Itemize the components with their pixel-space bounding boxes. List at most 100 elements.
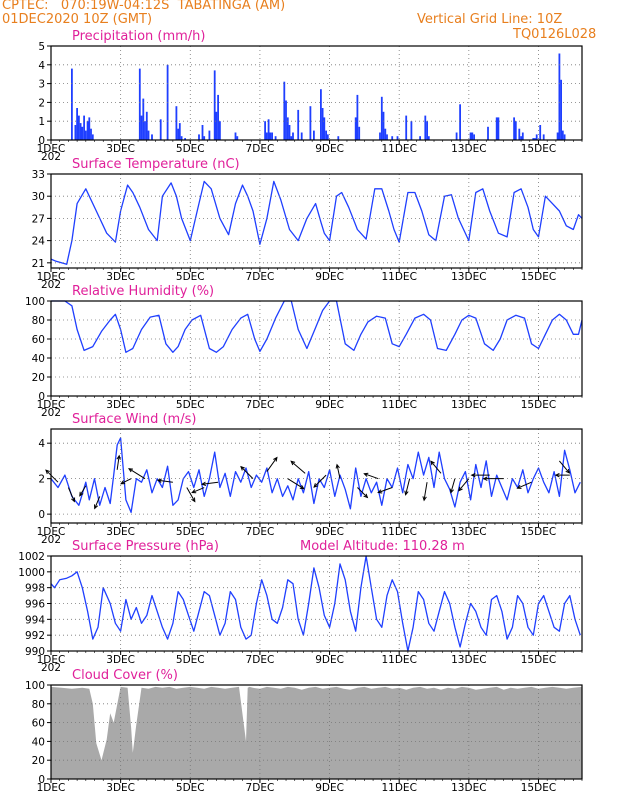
- y-tick-label: 80: [32, 699, 45, 711]
- x-tick-label: 5DEC: [176, 143, 205, 155]
- precip-bar: [325, 130, 327, 140]
- panel-6: 0 20 40 60 80 100 1DEC 3DEC 5DEC 7DEC 9DEC 11DEC 13D…: [25, 668, 583, 794]
- precip-bar: [469, 132, 472, 140]
- x-tick-label: 15DEC: [521, 782, 556, 794]
- precip-bar: [497, 117, 500, 140]
- series-line-3: [51, 300, 583, 353]
- wind-arrow: [240, 466, 254, 480]
- x-tick-label: 1DEC: [37, 143, 66, 155]
- wind-arrow: [186, 487, 196, 502]
- precip-bar: [215, 111, 218, 140]
- panel-title: Relative Humidity (%): [72, 284, 214, 299]
- precip-bar: [86, 121, 89, 140]
- precip-bar: [455, 132, 458, 140]
- precip-bar: [208, 130, 211, 140]
- wind-arrow: [128, 468, 146, 480]
- precip-bar: [487, 126, 489, 140]
- precip-bar: [521, 132, 524, 140]
- wind-arrow-head: [120, 480, 126, 485]
- x-tick-label: 13DEC: [451, 654, 486, 666]
- x-tick-label: 15DEC: [521, 143, 556, 155]
- y-tick-label: 20: [32, 372, 45, 384]
- panel-frame: [50, 300, 583, 397]
- precip-bar: [88, 117, 91, 140]
- y-tick-label: 992: [25, 630, 45, 642]
- wind-arrow-head: [156, 478, 162, 483]
- precip-bar: [358, 126, 361, 140]
- x-tick-label: 5DEC: [176, 526, 205, 538]
- y-tick-label: 990: [25, 646, 45, 658]
- x-year-stub: 202: [41, 407, 61, 419]
- x-tick-label: 7DEC: [246, 526, 275, 538]
- wind-arrow-head: [516, 484, 522, 489]
- precip-bar: [78, 115, 80, 140]
- series-line-4: [50, 437, 581, 514]
- x-tick-label: 7DEC: [246, 271, 275, 283]
- wind-arrow-head: [71, 497, 76, 503]
- y-tick-label: 60: [32, 334, 45, 346]
- wind-arrows: [45, 454, 571, 510]
- precip-bar: [532, 138, 535, 140]
- precip-bar: [138, 68, 141, 140]
- precip-bar: [427, 136, 430, 140]
- precip-bar: [405, 115, 408, 140]
- precip-bar: [292, 132, 294, 140]
- x-tick-label: 7DEC: [246, 654, 275, 666]
- y-tick-label: 998: [25, 583, 45, 595]
- panel-2: 21 24 27 30 33 1DEC 3DEC 5DEC 7DEC 9DEC 11DEC 13DEC…: [32, 157, 583, 291]
- y-tick-label: 3: [38, 79, 45, 91]
- x-tick-label: 3DEC: [106, 526, 135, 538]
- precip-bar: [286, 117, 289, 140]
- x-tick-label: 3DEC: [106, 654, 135, 666]
- precip-bar: [81, 126, 84, 140]
- wind-arrow-head: [449, 488, 454, 494]
- y-tick-label: 40: [32, 353, 45, 365]
- precip-bar: [384, 128, 387, 140]
- x-tick-label: 9DEC: [315, 526, 344, 538]
- wind-arrow-head: [45, 469, 50, 475]
- wind-arrow: [94, 496, 101, 509]
- x-tick-label: 9DEC: [315, 782, 344, 794]
- precip-bar: [201, 125, 204, 140]
- panel-title: Cloud Cover (%): [72, 668, 178, 683]
- precip-bar: [283, 81, 286, 140]
- y-tick-label: 33: [32, 169, 45, 181]
- x-tick-label: 13DEC: [451, 271, 486, 283]
- x-tick-label: 1DEC: [37, 654, 66, 666]
- precip-bar: [71, 68, 73, 140]
- precip-bar: [542, 134, 545, 140]
- precip-bar: [236, 136, 239, 140]
- precip-bar: [217, 94, 219, 140]
- x-tick-label: 7DEC: [246, 782, 275, 794]
- wind-arrow-head: [128, 468, 134, 473]
- wind-arrow-head: [94, 504, 99, 510]
- x-tick-label: 7DEC: [246, 399, 275, 411]
- precip-bar: [419, 136, 421, 140]
- precip-bar: [267, 119, 270, 140]
- wind-arrow: [79, 485, 87, 497]
- precip-bar: [323, 117, 326, 140]
- wind-arrow-head: [363, 493, 369, 499]
- wind-arrow-head: [470, 472, 476, 478]
- x-year-stub: 202: [41, 534, 61, 546]
- precip-bar: [391, 136, 394, 140]
- wind-arrow-head: [240, 465, 245, 471]
- panel-title: Surface Temperature (nC): [72, 157, 240, 172]
- panel-title: Precipitation (mm/h): [72, 29, 205, 44]
- wind-arrow-head: [430, 460, 435, 466]
- precip-bar: [144, 121, 146, 140]
- x-tick-label: 5DEC: [176, 271, 205, 283]
- precip-bar: [266, 132, 268, 140]
- wind-arrow: [290, 460, 306, 474]
- x-tick-label: 5DEC: [176, 654, 205, 666]
- precip-bar: [410, 121, 413, 140]
- y-tick-label: 20: [32, 755, 45, 767]
- wind-arrow: [116, 455, 120, 470]
- precip-bar: [145, 111, 148, 140]
- wind-arrow: [313, 474, 327, 488]
- y-tick-label: 4: [38, 60, 45, 72]
- x-tick-label: 7DEC: [246, 143, 275, 155]
- precip-bar: [159, 119, 162, 140]
- panel-1: 0 1 2 3 4 5 1DEC 3DEC 5DEC 7DEC 9DEC 11DEC 13DEC 15DE…: [37, 29, 583, 163]
- wind-arrow: [450, 478, 456, 493]
